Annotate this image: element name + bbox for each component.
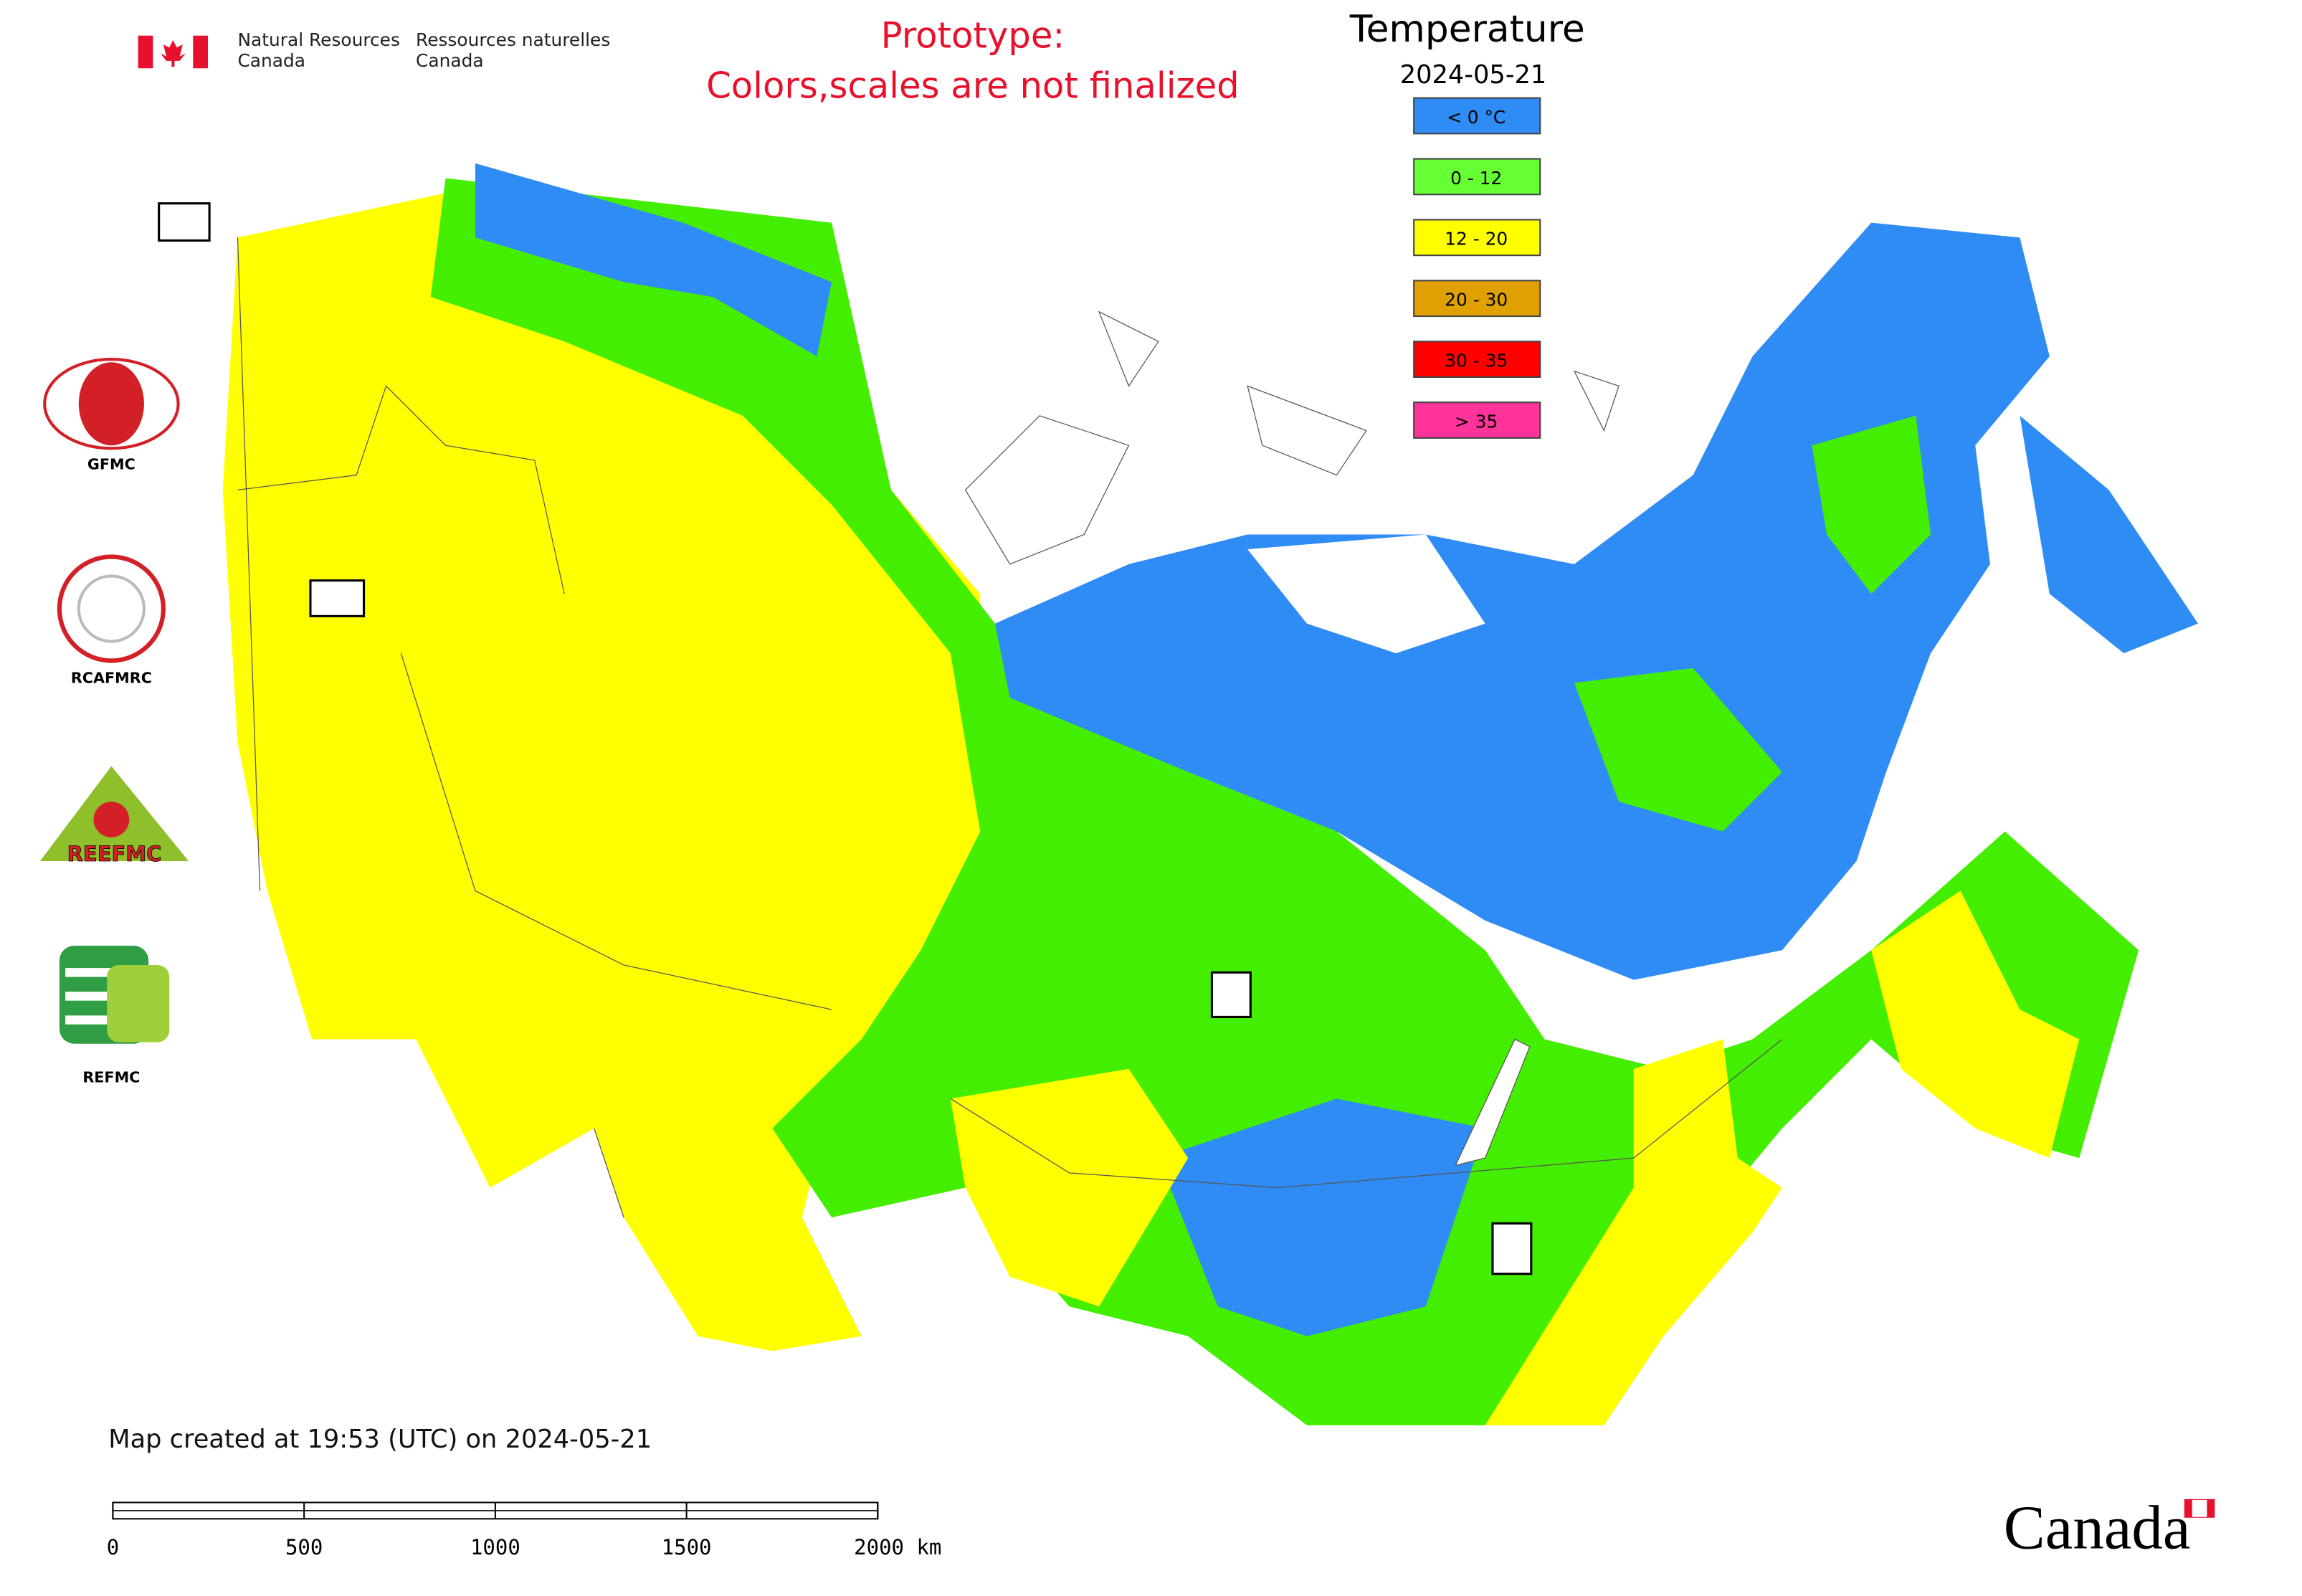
- scale-label: 1000: [470, 1535, 520, 1559]
- legend-label: 12 - 20: [1445, 229, 1508, 250]
- region-yellow: [950, 1068, 1189, 1307]
- map: [222, 103, 2198, 1425]
- region-white: [1827, 103, 1961, 223]
- notice-line1: Prototype:: [881, 14, 1065, 56]
- department-en: Natural Resources Canada: [237, 29, 399, 71]
- logo-label: GFMC: [87, 455, 135, 472]
- notice-line2: Colors,scales are not finalized: [706, 65, 1240, 107]
- region-yellow: [1871, 890, 2080, 1159]
- region-yellow: [222, 193, 981, 1352]
- scale-label: 500: [285, 1535, 323, 1559]
- legend-swatch: [1413, 402, 1541, 439]
- scale-label: 0: [107, 1535, 119, 1559]
- legend-swatch: [1413, 158, 1541, 196]
- scale-bar: 0 500 1000 1500 2000 km: [107, 1501, 941, 1559]
- region-blue: [1158, 1098, 1485, 1336]
- legend-label: < 0 °C: [1447, 107, 1506, 128]
- legend-swatch: [1413, 280, 1541, 318]
- region-blue: [475, 163, 832, 356]
- legend-title: Temperature: [1349, 8, 1585, 51]
- region-green: [1574, 668, 1782, 832]
- legend-label: 0 - 12: [1450, 168, 1502, 189]
- legend-label: 30 - 35: [1445, 350, 1508, 371]
- department-fr: Ressources naturelles Canada: [416, 29, 610, 71]
- lake-baikal: [1455, 1038, 1531, 1167]
- legend-date: 2024-05-21: [1400, 60, 1547, 90]
- scale-label: 2000 km: [854, 1535, 941, 1559]
- border-lines: [237, 237, 1783, 1218]
- legend-label: 20 - 30: [1445, 290, 1508, 310]
- arctic-islands: [964, 310, 1620, 565]
- logo-label: RCAFMRC: [71, 670, 152, 687]
- legend-swatch: [1413, 219, 1541, 257]
- region-yellow: [1485, 1039, 1782, 1425]
- region-white: [1247, 534, 1485, 654]
- canada-flag: [138, 35, 209, 69]
- region-blue: [2020, 415, 2198, 654]
- logo-label: REFMC: [82, 1069, 140, 1086]
- logo-label: REEFMC: [67, 842, 162, 866]
- logo-rcafmrc: [57, 554, 166, 663]
- legend: < 0 °C 0 - 12 12 - 20 20 - 30 30 - 35 > 35: [1413, 97, 1541, 439]
- created-note: Map created at 19:53 (UTC) on 2024-05-21: [108, 1425, 652, 1454]
- region-blue: [994, 222, 2050, 980]
- legend-swatch: [1413, 341, 1541, 378]
- legend-label: > 35: [1455, 411, 1498, 432]
- canada-wordmark: Canada: [2004, 1493, 2191, 1562]
- station-markers: [158, 202, 1533, 1276]
- region-green: [1812, 415, 1931, 594]
- logo-gfmc: [43, 358, 180, 450]
- logo-refmc: [59, 946, 170, 1044]
- wordmark-flag: [2184, 1498, 2215, 1518]
- logo-reefmc: [39, 766, 189, 862]
- legend-swatch: [1413, 97, 1541, 135]
- scale-label: 1500: [662, 1535, 712, 1559]
